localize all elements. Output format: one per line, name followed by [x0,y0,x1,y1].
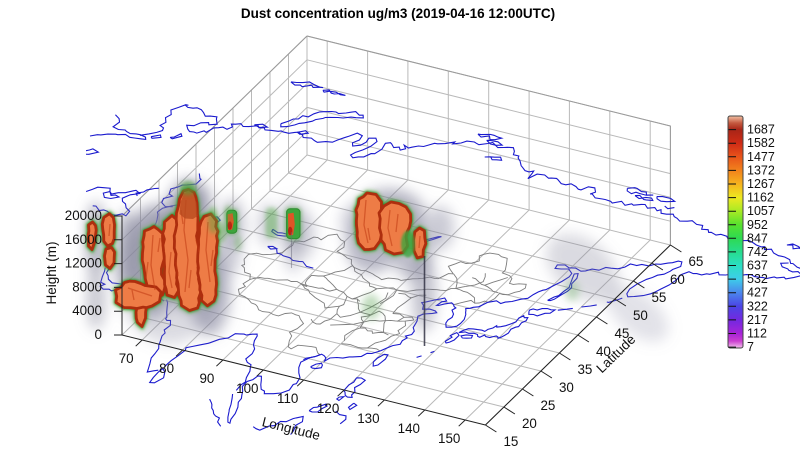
svg-text:30: 30 [559,380,574,395]
svg-text:110: 110 [277,391,298,406]
svg-text:Dust concentration ug/m3 (2019: Dust concentration ug/m3 (2019-04-16 12:… [241,6,555,21]
svg-text:8000: 8000 [72,279,102,294]
svg-text:25: 25 [540,398,555,413]
svg-text:7: 7 [747,340,754,354]
svg-text:12000: 12000 [65,256,102,271]
svg-text:140: 140 [398,421,420,436]
svg-text:1162: 1162 [747,191,774,205]
svg-text:45: 45 [614,326,629,341]
svg-text:532: 532 [747,272,768,286]
svg-text:60: 60 [670,272,685,287]
svg-text:65: 65 [688,254,703,269]
svg-text:1057: 1057 [747,204,775,218]
svg-text:150: 150 [438,431,460,446]
svg-text:50: 50 [633,308,648,323]
svg-text:Height (m): Height (m) [44,241,59,304]
svg-text:15: 15 [503,434,518,449]
svg-text:4000: 4000 [72,303,102,318]
svg-text:217: 217 [747,313,768,327]
svg-text:112: 112 [747,327,767,341]
svg-text:120: 120 [317,401,339,416]
svg-text:70: 70 [119,351,134,366]
svg-text:35: 35 [577,362,592,377]
svg-text:1582: 1582 [747,136,775,150]
svg-text:20: 20 [522,416,537,431]
svg-text:1687: 1687 [747,123,775,137]
svg-text:55: 55 [651,290,666,305]
svg-text:16000: 16000 [65,232,102,247]
svg-text:1267: 1267 [747,177,775,191]
svg-text:1372: 1372 [747,163,775,177]
svg-text:90: 90 [199,371,214,386]
svg-text:637: 637 [747,259,768,273]
svg-text:952: 952 [747,218,768,232]
svg-text:80: 80 [159,361,174,376]
svg-text:0: 0 [95,327,102,342]
svg-text:742: 742 [747,245,768,259]
svg-text:100: 100 [236,381,258,396]
svg-text:130: 130 [357,411,379,426]
svg-text:847: 847 [747,231,768,245]
svg-text:40: 40 [596,344,611,359]
svg-text:1477: 1477 [747,150,775,164]
svg-text:20000: 20000 [65,208,102,223]
svg-text:427: 427 [747,286,768,300]
svg-text:322: 322 [747,299,768,313]
